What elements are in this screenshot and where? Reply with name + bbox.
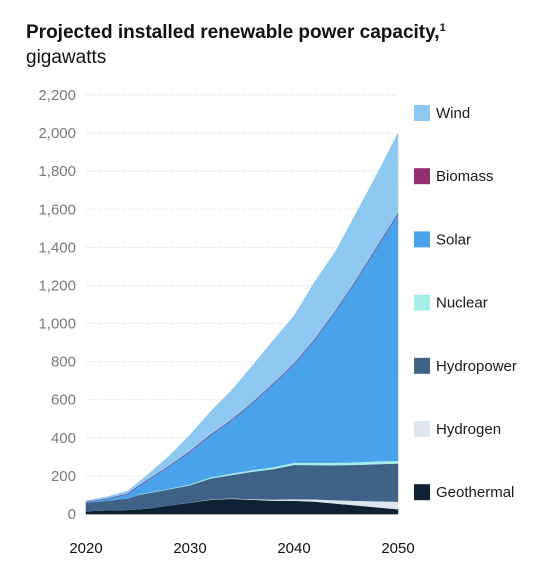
legend-label-solar: Solar (436, 231, 471, 248)
y-tick-label: 400 (51, 430, 76, 447)
legend-swatch-biomass (414, 168, 430, 185)
y-tick-label: 1,400 (38, 239, 76, 256)
legend-label-hydrogen: Hydrogen (436, 421, 501, 438)
stacked-areas (85, 132, 399, 515)
x-axis-ticks: 2020 2030 2040 2050 (69, 540, 414, 557)
title-unit: gigawatts (26, 47, 107, 68)
y-tick-label: 0 (68, 506, 76, 523)
y-tick-label: 200 (51, 468, 76, 485)
legend-swatch-wind (414, 105, 430, 121)
legend-label-nuclear: Nuclear (436, 295, 488, 312)
y-tick-label: 2,200 (38, 87, 76, 104)
x-tick-label: 2050 (381, 540, 414, 557)
footnote-marker: 1 (439, 22, 446, 34)
y-tick-label: 1,800 (38, 163, 76, 180)
y-tick-label: 800 (51, 354, 76, 371)
legend-label-geothermal: Geothermal (436, 484, 514, 501)
legend-swatch-hydropower (414, 357, 430, 374)
legend: Wind Biomass Solar Nuclear Hydropower Hydroge… (414, 105, 517, 501)
title-text: Projected installed renewable power capa… (26, 22, 440, 43)
x-tick-label: 2030 (173, 540, 206, 557)
legend-swatch-geothermal (414, 484, 430, 501)
y-tick-label: 2,000 (38, 125, 76, 142)
y-tick-label: 600 (51, 392, 76, 409)
legend-swatch-nuclear (414, 294, 430, 311)
y-tick-label: 1,600 (38, 201, 76, 218)
area-wind (85, 132, 399, 502)
legend-label-hydropower: Hydropower (436, 358, 517, 375)
y-tick-label: 1,200 (38, 277, 76, 294)
chart-title: Projected installed renewable power capa… (26, 20, 526, 70)
x-tick-label: 2020 (69, 540, 102, 557)
legend-swatch-solar (414, 231, 430, 248)
x-tick-label: 2040 (277, 540, 310, 557)
legend-label-biomass: Biomass (436, 168, 494, 185)
y-tick-label: 1,000 (38, 316, 76, 333)
legend-swatch-hydrogen (414, 421, 430, 437)
y-axis-ticks: 0 200 400 600 800 1,000 1,200 1,400 1,600 1,800 2,… (38, 87, 76, 523)
legend-label-wind: Wind (436, 105, 470, 122)
